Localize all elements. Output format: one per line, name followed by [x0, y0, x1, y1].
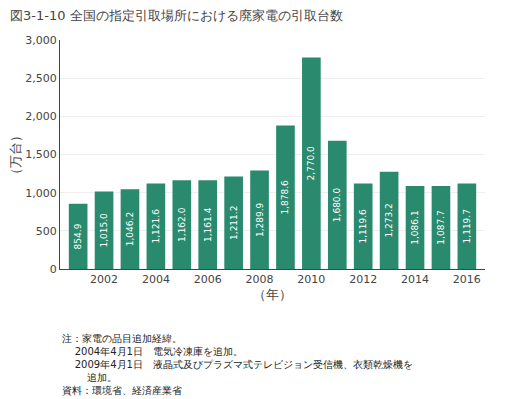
svg-text:1,273.2: 1,273.2 [384, 203, 394, 237]
svg-text:2,770.0: 2,770.0 [306, 146, 316, 181]
svg-text:1,000: 1,000 [25, 187, 57, 200]
svg-text:1,087.7: 1,087.7 [436, 210, 446, 244]
svg-text:3,000: 3,000 [25, 34, 57, 47]
svg-text:2010: 2010 [297, 273, 325, 286]
svg-text:0: 0 [50, 263, 57, 276]
svg-text:2002: 2002 [90, 273, 118, 286]
svg-text:500: 500 [36, 225, 57, 238]
svg-text:1,161.4: 1,161.4 [203, 207, 213, 242]
svg-text:（年）: （年） [253, 287, 292, 302]
svg-text:1,680.0: 1,680.0 [332, 188, 342, 223]
svg-text:2,500: 2,500 [25, 72, 57, 85]
svg-text:1,211.2: 1,211.2 [229, 206, 239, 240]
svg-text:2,000: 2,000 [25, 110, 57, 123]
svg-text:2012: 2012 [349, 273, 377, 286]
svg-text:1,086.1: 1,086.1 [410, 210, 420, 244]
svg-text:2006: 2006 [194, 273, 222, 286]
svg-text:2008: 2008 [246, 273, 274, 286]
svg-text:2016: 2016 [453, 273, 481, 286]
svg-text:2004: 2004 [142, 273, 170, 286]
svg-text:1,162.0: 1,162.0 [177, 207, 187, 242]
svg-text:（万台）: （万台） [8, 129, 23, 181]
svg-text:1,289.9: 1,289.9 [255, 202, 265, 237]
svg-text:1,119.7: 1,119.7 [462, 209, 472, 243]
svg-text:2014: 2014 [401, 273, 429, 286]
svg-text:1,046.2: 1,046.2 [125, 212, 135, 246]
svg-text:1,119.6: 1,119.6 [358, 209, 368, 244]
svg-text:854.9: 854.9 [73, 223, 83, 249]
svg-text:1,015.0: 1,015.0 [99, 213, 109, 248]
svg-text:1,500: 1,500 [25, 148, 57, 161]
svg-text:図3-1-10 全国の指定引取場所における廃家電の引取台数: 図3-1-10 全国の指定引取場所における廃家電の引取台数 [10, 8, 343, 23]
svg-text:1,878.6: 1,878.6 [280, 180, 290, 215]
svg-text:1,121.6: 1,121.6 [151, 209, 161, 244]
svg-text:注：家電の品目追加経緯。 2004年4月1日 電気冷凍: 注：家電の品目追加経緯。 2004年4月1日 電気冷凍庫を追加。 2009年4月… [62, 333, 413, 396]
